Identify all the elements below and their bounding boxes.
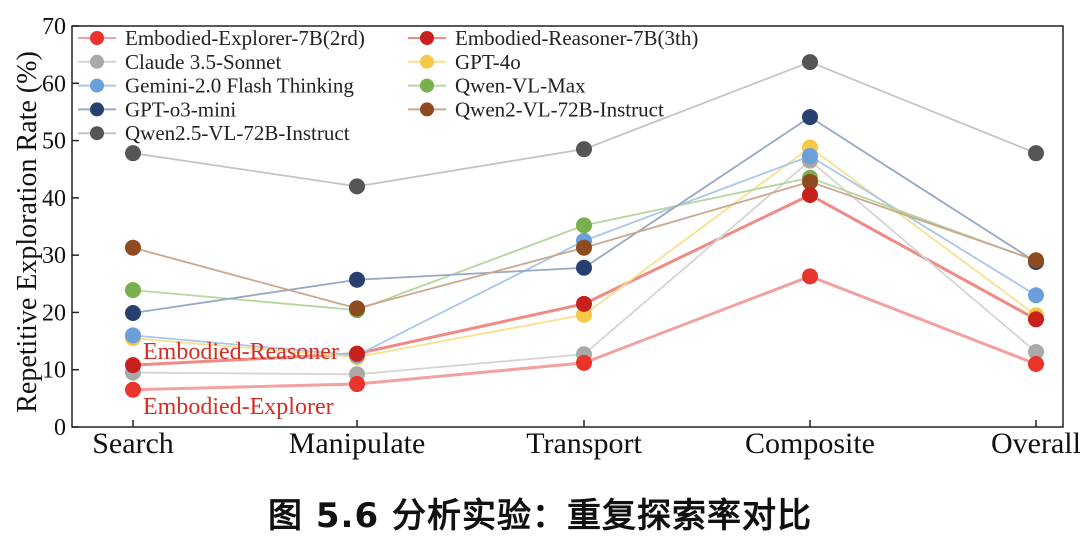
data-point [1028, 311, 1044, 328]
legend-label: Claude 3.5-Sonnet [125, 50, 281, 74]
legend-label: Embodied-Explorer-7B(2rd) [125, 26, 365, 50]
data-point [125, 327, 141, 344]
data-point [576, 141, 592, 158]
legend-label: Qwen2.5-VL-72B-Instruct [125, 121, 350, 145]
series-points [125, 54, 1044, 398]
y-tick-label: 50 [42, 129, 66, 155]
legend-label: Qwen-VL-Max [455, 74, 586, 98]
legend-label: GPT-o3-mini [125, 97, 236, 121]
legend: Embodied-Explorer-7B(2rd) Embodied-Reason… [78, 26, 698, 145]
legend-marker [90, 102, 104, 117]
data-point [576, 217, 592, 234]
axes: 0 10 20 30 40 50 60 70 Search Manipulate Transport… [12, 14, 1080, 460]
data-point [125, 282, 141, 299]
data-point [802, 109, 818, 126]
data-point [125, 381, 141, 398]
y-tick-label: 40 [42, 186, 66, 212]
data-point [1028, 343, 1044, 360]
legend-marker [90, 126, 104, 141]
series-line [132, 155, 1037, 357]
data-point [802, 148, 818, 165]
data-point [576, 239, 592, 256]
data-point [1028, 252, 1044, 269]
annotations: Embodied-Reasoner Embodied-Explorer [143, 339, 339, 420]
y-tick-label: 10 [42, 358, 66, 384]
legend-marker [420, 102, 434, 117]
data-point [802, 173, 818, 190]
data-point [349, 345, 365, 362]
line-chart: 0 10 20 30 40 50 60 70 Search Manipulate Transport… [12, 14, 1080, 460]
data-point [576, 354, 592, 371]
data-point [1028, 145, 1044, 162]
legend-label: Qwen2-VL-72B-Instruct [455, 97, 664, 121]
y-axis-label: Repetitive Exploration Rate (%) [12, 51, 43, 413]
data-point [125, 305, 141, 322]
data-point [125, 357, 141, 374]
x-tick-label: Search [92, 427, 174, 460]
data-point [576, 295, 592, 312]
y-tick-label: 30 [42, 243, 66, 269]
x-tick-label: Transport [526, 427, 642, 460]
y-tick-label: 20 [42, 300, 66, 326]
legend-marker [420, 78, 434, 93]
data-point [802, 186, 818, 203]
annotation-label: Embodied-Reasoner [143, 339, 339, 365]
legend-label: GPT-4o [455, 50, 521, 74]
legend-marker [90, 78, 104, 93]
data-point [125, 145, 141, 162]
y-tick-label: 60 [42, 71, 66, 97]
data-point [802, 268, 818, 285]
y-tick-label: 70 [42, 14, 66, 40]
data-point [349, 300, 365, 317]
figure-caption: 图 5.6 分析实验：重复探索率对比 [268, 496, 812, 536]
legend-label: Gemini-2.0 Flash Thinking [125, 74, 354, 98]
data-point [349, 178, 365, 195]
legend-marker [420, 31, 434, 45]
data-point [802, 54, 818, 71]
data-point [1028, 287, 1044, 304]
x-tick-label: Manipulate [289, 427, 426, 460]
annotation-label: Embodied-Explorer [143, 394, 334, 420]
y-tick-label: 0 [54, 415, 66, 441]
legend-marker [420, 54, 434, 69]
legend-label: Embodied-Reasoner-7B(3th) [455, 26, 698, 50]
data-point [576, 259, 592, 276]
legend-marker [90, 31, 104, 45]
legend-marker [90, 54, 104, 69]
data-point [349, 271, 365, 288]
x-tick-label: Composite [745, 427, 875, 460]
plot-frame [71, 25, 1064, 428]
data-point [349, 376, 365, 393]
data-point [125, 239, 141, 256]
data-point [1028, 355, 1044, 372]
x-tick-label: Overall [991, 427, 1080, 460]
